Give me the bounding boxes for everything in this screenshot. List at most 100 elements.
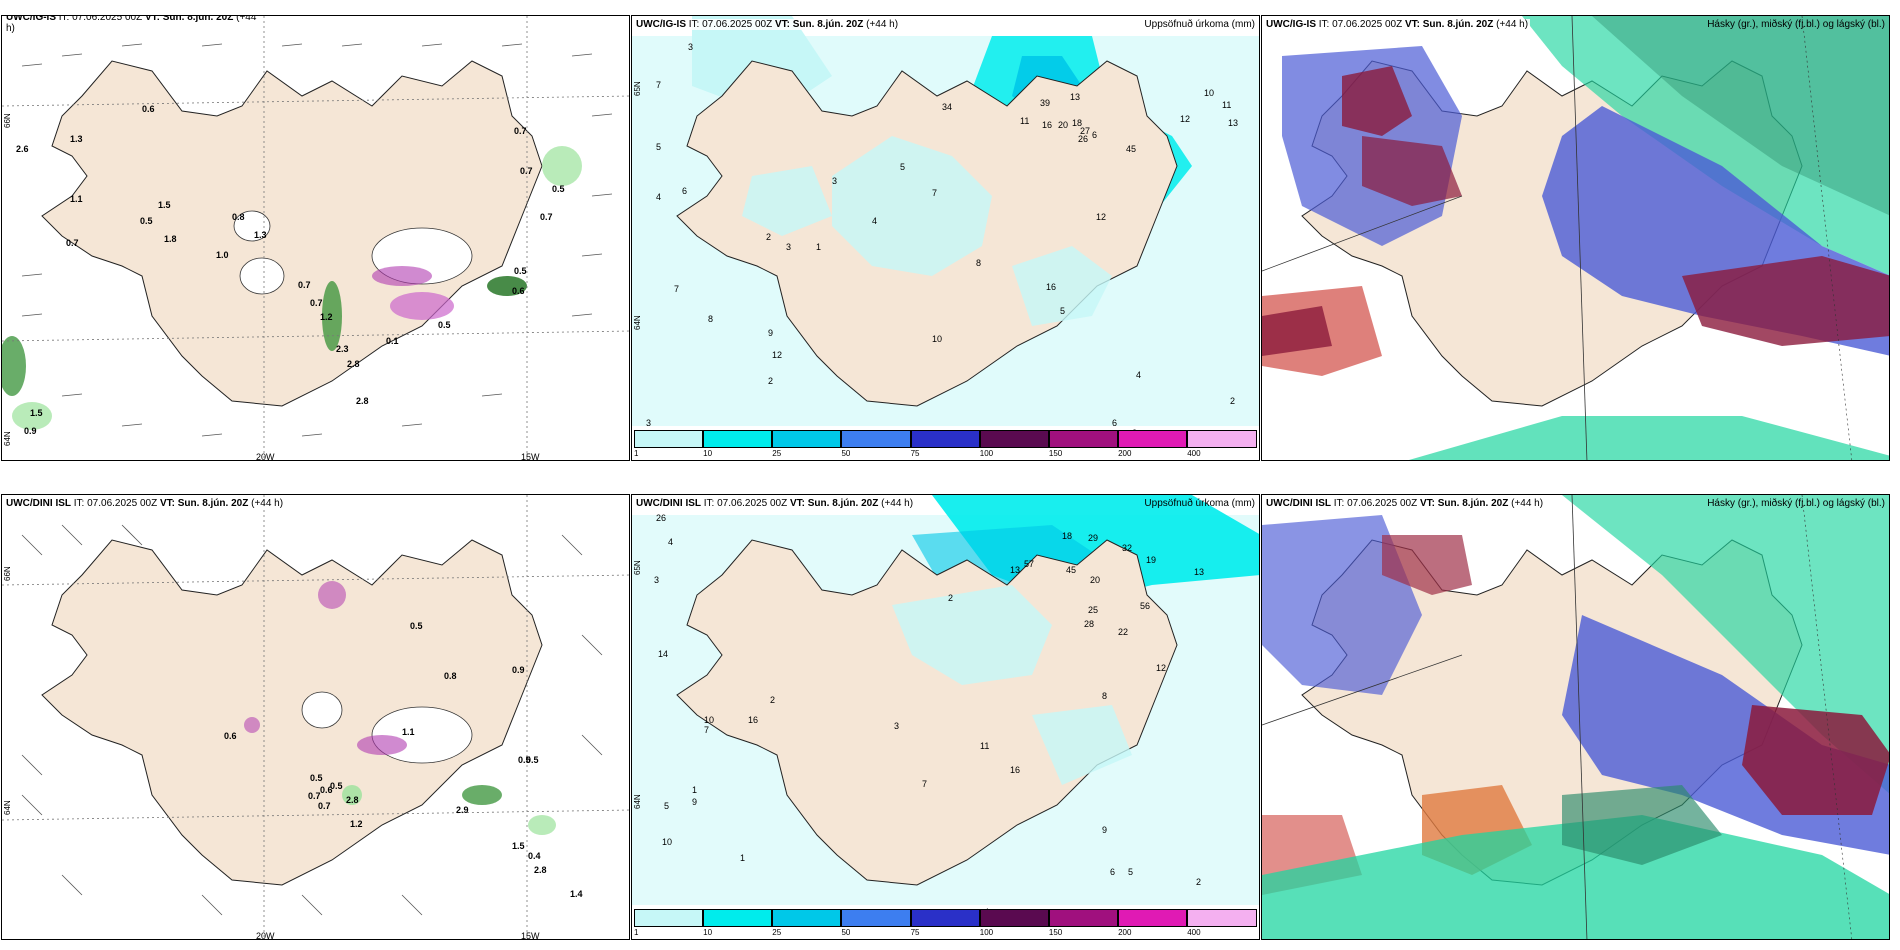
lat-label: 66N <box>3 113 12 128</box>
colorbar-tick: 200 <box>1118 449 1132 458</box>
colorbar-tick: 100 <box>979 449 994 458</box>
precip-label: 13 <box>1010 565 1021 575</box>
precip-label: 16 <box>1010 765 1021 775</box>
colorbar-tick: 400 <box>1187 449 1201 458</box>
precip-label: 6 <box>1092 130 1098 140</box>
iceland-precip-map <box>632 16 1259 460</box>
precip-label: 4 <box>872 216 878 226</box>
colorbar-swatch <box>634 909 704 927</box>
colorbar-swatch <box>772 909 842 927</box>
precip-label: 9 <box>768 328 774 338</box>
precip-label: 10 <box>704 715 715 725</box>
lon-label: 20W <box>256 452 275 461</box>
colorbar-tick: 100 <box>979 928 994 937</box>
precip-label: 11 <box>1222 100 1232 110</box>
panel-header: UWC/DINI ISL IT: 07.06.2025 00Z VT: Sun.… <box>4 498 286 509</box>
colorbar-tick: 1 <box>634 449 639 458</box>
panel-header: UWC/IG-IS IT: 07.06.2025 00Z VT: Sun. 8.… <box>1264 19 1531 30</box>
panel-header: UWC/IG-IS IT: 07.06.2025 00Z VT: Sun. 8.… <box>634 19 901 30</box>
iceland-cloud-map <box>1262 495 1889 939</box>
precip-label: 7 <box>656 80 662 90</box>
precip-label: 3 <box>894 721 900 731</box>
precip-label: 16 <box>1042 120 1053 130</box>
precip-label: 6 <box>1112 418 1118 428</box>
lon-label: 20W <box>256 931 275 940</box>
lat-label: 66N <box>3 566 12 581</box>
precip-label: 8 <box>708 314 714 324</box>
colorbar-swatch <box>703 909 773 927</box>
precip-label: 7 <box>674 284 680 294</box>
precip-label: 28 <box>1084 619 1095 629</box>
panel-subtitle: Hásky (gr.), miðský (fj.bl.) og lágský (… <box>1707 498 1885 509</box>
cloud-label: 0.5 <box>438 320 451 330</box>
cloud-label: 0.7 <box>308 791 321 801</box>
cloud-label: 1.5 <box>158 200 171 210</box>
cloud-label: 1.8 <box>164 234 177 244</box>
precip-label: 56 <box>1140 601 1151 611</box>
map-panel-wind-dini: UWC/DINI ISL IT: 07.06.2025 00Z VT: Sun.… <box>1 494 630 940</box>
precip-label: 13 <box>1228 118 1239 128</box>
precip-label: 12 <box>1180 114 1191 124</box>
cloud-label: 1.1 <box>70 194 83 204</box>
cloud-label: 1.3 <box>70 134 83 144</box>
cloud-label: 0.5 <box>518 755 531 765</box>
colorbar-swatch <box>703 430 773 448</box>
lat-label: 64N <box>633 315 642 330</box>
cloud-label: 0.8 <box>232 212 245 222</box>
colorbar-tick: 1 <box>634 928 639 937</box>
precip-label: 3 <box>654 575 660 585</box>
colorbar-tick: 200 <box>1118 928 1132 937</box>
cloud-label: 0.7 <box>514 126 527 136</box>
precip-label: 5 <box>656 142 662 152</box>
colorbar-tick: 10 <box>703 449 713 458</box>
precip-label: 5 <box>1060 306 1066 316</box>
precip-label: 12 <box>772 350 783 360</box>
cloud-label: 0.4 <box>528 851 541 861</box>
precip-label: 25 <box>1088 605 1099 615</box>
precip-label: 2 <box>1230 396 1236 406</box>
map-panel-clouds-dini: UWC/DINI ISL IT: 07.06.2025 00Z VT: Sun.… <box>1261 494 1890 940</box>
colorbar-swatch <box>1187 430 1257 448</box>
cloud-label: 2.8 <box>356 396 369 406</box>
precip-label: 10 <box>932 334 943 344</box>
precip-label: 9 <box>1102 825 1108 835</box>
cloud-label: 0.6 <box>320 785 333 795</box>
colorbar-tick: 150 <box>1048 449 1063 458</box>
precip-label: 10 <box>1204 88 1215 98</box>
precip-label: 12 <box>1096 212 1107 222</box>
colorbar-swatch <box>1118 430 1188 448</box>
precip-label: 2 <box>948 593 954 603</box>
precip-label: 1 <box>816 242 822 252</box>
colorbar-swatch <box>1048 430 1119 448</box>
lon-label: 15W <box>521 931 540 940</box>
precip-label: 45 <box>1126 144 1137 154</box>
cloud-label: 1.0 <box>216 250 229 260</box>
precip-label: 9 <box>692 797 698 807</box>
precip-label: 32 <box>1122 543 1133 553</box>
colorbar-tick: 75 <box>910 928 920 937</box>
precip-label: 26 <box>1078 134 1089 144</box>
cloud-label: 0.7 <box>310 298 323 308</box>
precip-label: 6 <box>682 186 688 196</box>
cloud-label: 2.3 <box>336 344 349 354</box>
precip-label: 7 <box>932 188 938 198</box>
precip-label: 29 <box>1088 533 1099 543</box>
lon-label: 15W <box>521 452 540 461</box>
precip-label: 3 <box>688 42 694 52</box>
cloud-label: 2.6 <box>16 144 29 154</box>
lat-label: 65N <box>633 560 642 575</box>
cloud-label: 0.6 <box>142 104 155 114</box>
precip-label: 20 <box>1090 575 1101 585</box>
map-panel-clouds-ig-is: UWC/IG-IS IT: 07.06.2025 00Z VT: Sun. 8.… <box>1261 15 1890 461</box>
precip-label: 2 <box>766 232 772 242</box>
cloud-label: 1.2 <box>350 819 363 829</box>
precip-label: 11 <box>1020 116 1030 126</box>
colorbar-swatch <box>910 909 980 927</box>
precip-label: 12 <box>1156 663 1167 673</box>
cloud-label: 2.9 <box>456 805 469 815</box>
cloud-label: 1.2 <box>320 312 333 322</box>
precip-label: 19 <box>1146 555 1157 565</box>
panel-subtitle: Uppsöfnuð úrkoma (mm) <box>1144 19 1255 30</box>
cloud-label: 0.7 <box>66 238 79 248</box>
cloud-label: 0.5 <box>310 773 323 783</box>
